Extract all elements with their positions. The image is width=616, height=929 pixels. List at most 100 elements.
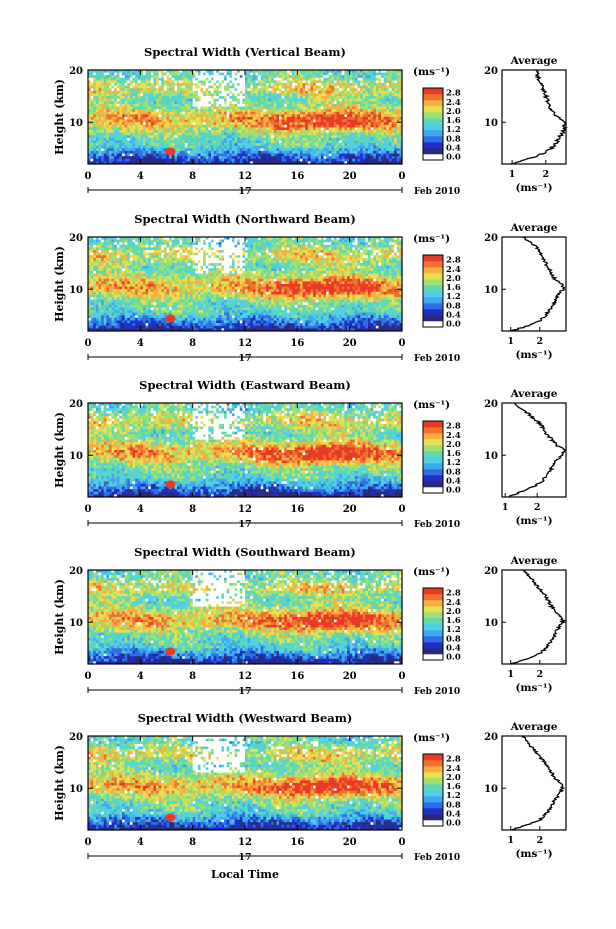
heatmap-cell (313, 239, 316, 243)
heatmap-cell (247, 242, 251, 246)
heatmap-cell (239, 130, 243, 133)
heatmap-cell (396, 153, 400, 157)
heatmap-cell (391, 103, 395, 107)
heatmap-cell (119, 101, 123, 105)
heatmap-cell (158, 161, 162, 165)
heatmap-cell (203, 117, 207, 120)
heatmap-cell (370, 242, 374, 246)
heatmap-cell (286, 239, 290, 243)
heatmap-cell (158, 72, 162, 76)
heatmap-cell (388, 109, 392, 113)
heatmap-cell (323, 127, 327, 131)
heatmap-cell (153, 135, 157, 139)
heatmap-cell (391, 148, 395, 152)
heatmap-cell (224, 96, 227, 100)
heatmap-cell (370, 85, 374, 89)
heatmap-cell (271, 103, 275, 107)
heatmap-cell (289, 88, 293, 92)
heatmap-cell (231, 103, 235, 107)
heatmap-cell (182, 111, 186, 115)
heatmap-cell (129, 148, 133, 152)
heatmap-cell (122, 80, 125, 84)
heatmap-cell (103, 135, 107, 139)
heatmap-cell (386, 93, 390, 97)
heatmap-cell (197, 148, 201, 152)
heatmap-cell (203, 242, 207, 246)
heatmap-cell (216, 70, 220, 73)
heatmap-cell (271, 158, 275, 162)
heatmap-cell (250, 70, 254, 73)
heatmap-cell (360, 124, 364, 128)
heatmap-cell (320, 119, 324, 123)
heatmap-cell (320, 85, 324, 89)
heatmap-cell (299, 148, 303, 152)
heatmap-cell (339, 122, 343, 126)
heatmap-cell (119, 137, 123, 141)
heatmap-cell (367, 70, 371, 73)
heatmap-cell (150, 140, 154, 144)
heatmap-cell (174, 127, 178, 131)
heatmap-cell (106, 114, 110, 118)
heatmap-cell (98, 237, 102, 240)
heatmap-cell (176, 122, 180, 126)
heatmap-cell (239, 137, 243, 141)
heatmap-cell (101, 117, 104, 120)
heatmap-cell (323, 109, 327, 113)
heatmap-cell (263, 145, 267, 149)
heatmap-cell (354, 158, 358, 162)
heatmap-cell (357, 148, 361, 152)
heatmap-cell (331, 140, 335, 144)
heatmap-cell (88, 122, 91, 126)
heatmap-cell (176, 75, 180, 79)
heatmap-cell (375, 75, 379, 79)
heatmap-cell (273, 156, 277, 160)
heatmap-cell (297, 158, 301, 162)
heatmap-cell (263, 242, 267, 246)
heatmap-cell (347, 124, 350, 128)
heatmap-cell (362, 70, 366, 73)
heatmap-cell (354, 247, 358, 251)
heatmap-cell (132, 135, 136, 139)
heatmap-cell (239, 122, 243, 126)
heatmap-cell (137, 148, 141, 152)
heatmap-cell (289, 124, 293, 128)
heatmap-cell (208, 143, 212, 147)
heatmap-cell (171, 135, 175, 139)
heatmap-cell (108, 72, 112, 76)
heatmap-cell (221, 137, 225, 141)
heatmap-cell (265, 83, 269, 86)
heatmap-cell (176, 158, 180, 162)
heatmap-cell (163, 80, 167, 84)
heatmap-cell (205, 135, 209, 139)
heatmap-cell (111, 242, 115, 246)
heatmap-cell (224, 77, 227, 81)
heatmap-cell (229, 90, 233, 94)
heatmap-cell (289, 239, 293, 243)
heatmap-cell (326, 77, 330, 81)
y-tick-label: 20 (69, 66, 83, 77)
heatmap-cell (313, 119, 316, 123)
heatmap-cell (328, 117, 332, 120)
heatmap-cell (205, 85, 209, 89)
heatmap-cell (349, 103, 353, 107)
heatmap-cell (158, 237, 162, 240)
heatmap-cell (169, 145, 173, 149)
heatmap-cell (200, 247, 204, 251)
heatmap-cell (333, 72, 337, 76)
heatmap-cell (294, 132, 298, 136)
heatmap-cell (302, 114, 306, 118)
heatmap-cell (216, 109, 220, 113)
heatmap-cell (268, 239, 272, 243)
heatmap-cell (252, 83, 256, 86)
heatmap-cell (354, 161, 358, 165)
heatmap-cell (250, 88, 254, 92)
heatmap-cell (247, 83, 251, 86)
heatmap-cell (292, 75, 296, 79)
heatmap-cell (273, 153, 277, 157)
heatmap-cell (307, 130, 311, 133)
heatmap-cell (129, 90, 133, 94)
heatmap-cell (129, 88, 133, 92)
heatmap-cell (93, 75, 97, 79)
heatmap-cell (352, 117, 356, 120)
heatmap-cell (221, 114, 225, 118)
